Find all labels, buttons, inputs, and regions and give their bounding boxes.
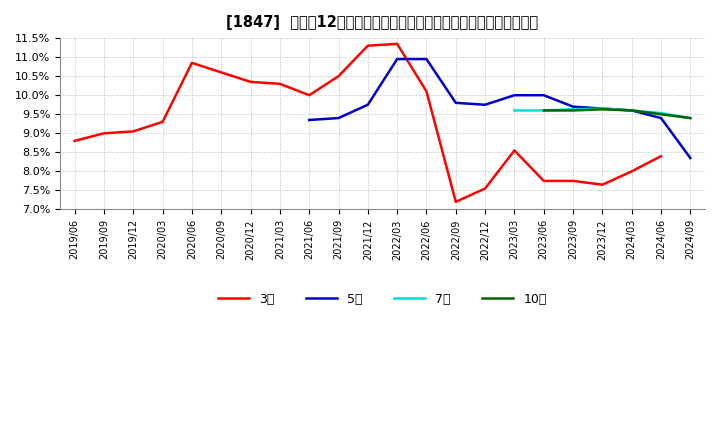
3年: [657, 154, 665, 159]
3年: [246, 79, 255, 84]
7年: [569, 106, 577, 112]
10年: [569, 108, 577, 113]
5年: [305, 117, 313, 123]
3年: [334, 73, 343, 79]
3年: [451, 199, 460, 205]
5年: [422, 56, 431, 62]
3年: [276, 81, 284, 86]
7年: [657, 110, 665, 116]
3年: [217, 70, 225, 75]
5年: [481, 102, 490, 107]
3年: [539, 178, 548, 183]
3年: [481, 186, 490, 191]
3年: [422, 89, 431, 94]
3年: [129, 129, 138, 134]
10年: [686, 115, 695, 121]
7年: [510, 108, 518, 113]
3年: [569, 178, 577, 183]
5年: [334, 115, 343, 121]
Line: 5年: 5年: [309, 59, 690, 158]
3年: [188, 60, 197, 66]
Line: 7年: 7年: [514, 109, 690, 118]
10年: [539, 108, 548, 113]
3年: [364, 43, 372, 48]
3年: [99, 131, 108, 136]
7年: [539, 108, 548, 113]
7年: [627, 108, 636, 113]
Line: 10年: 10年: [544, 109, 690, 118]
5年: [451, 100, 460, 106]
7年: [686, 115, 695, 121]
5年: [364, 102, 372, 107]
5年: [657, 115, 665, 121]
Line: 3年: 3年: [75, 44, 661, 202]
Legend: 3年, 5年, 7年, 10年: 3年, 5年, 7年, 10年: [213, 288, 552, 311]
5年: [627, 108, 636, 113]
10年: [627, 108, 636, 113]
3年: [71, 138, 79, 143]
5年: [393, 56, 402, 62]
Title: [1847]  売上高12か月移動合計の対前年同期増減率の標準偏差の推移: [1847] 売上高12か月移動合計の対前年同期増減率の標準偏差の推移: [226, 15, 539, 30]
5年: [686, 155, 695, 161]
3年: [627, 169, 636, 174]
5年: [510, 92, 518, 98]
3年: [305, 92, 313, 98]
7年: [598, 106, 607, 111]
5年: [569, 104, 577, 109]
10年: [598, 106, 607, 112]
3年: [510, 148, 518, 153]
5年: [539, 92, 548, 98]
3年: [598, 182, 607, 187]
3年: [158, 119, 167, 125]
5年: [598, 106, 607, 111]
3年: [393, 41, 402, 47]
10年: [657, 112, 665, 117]
